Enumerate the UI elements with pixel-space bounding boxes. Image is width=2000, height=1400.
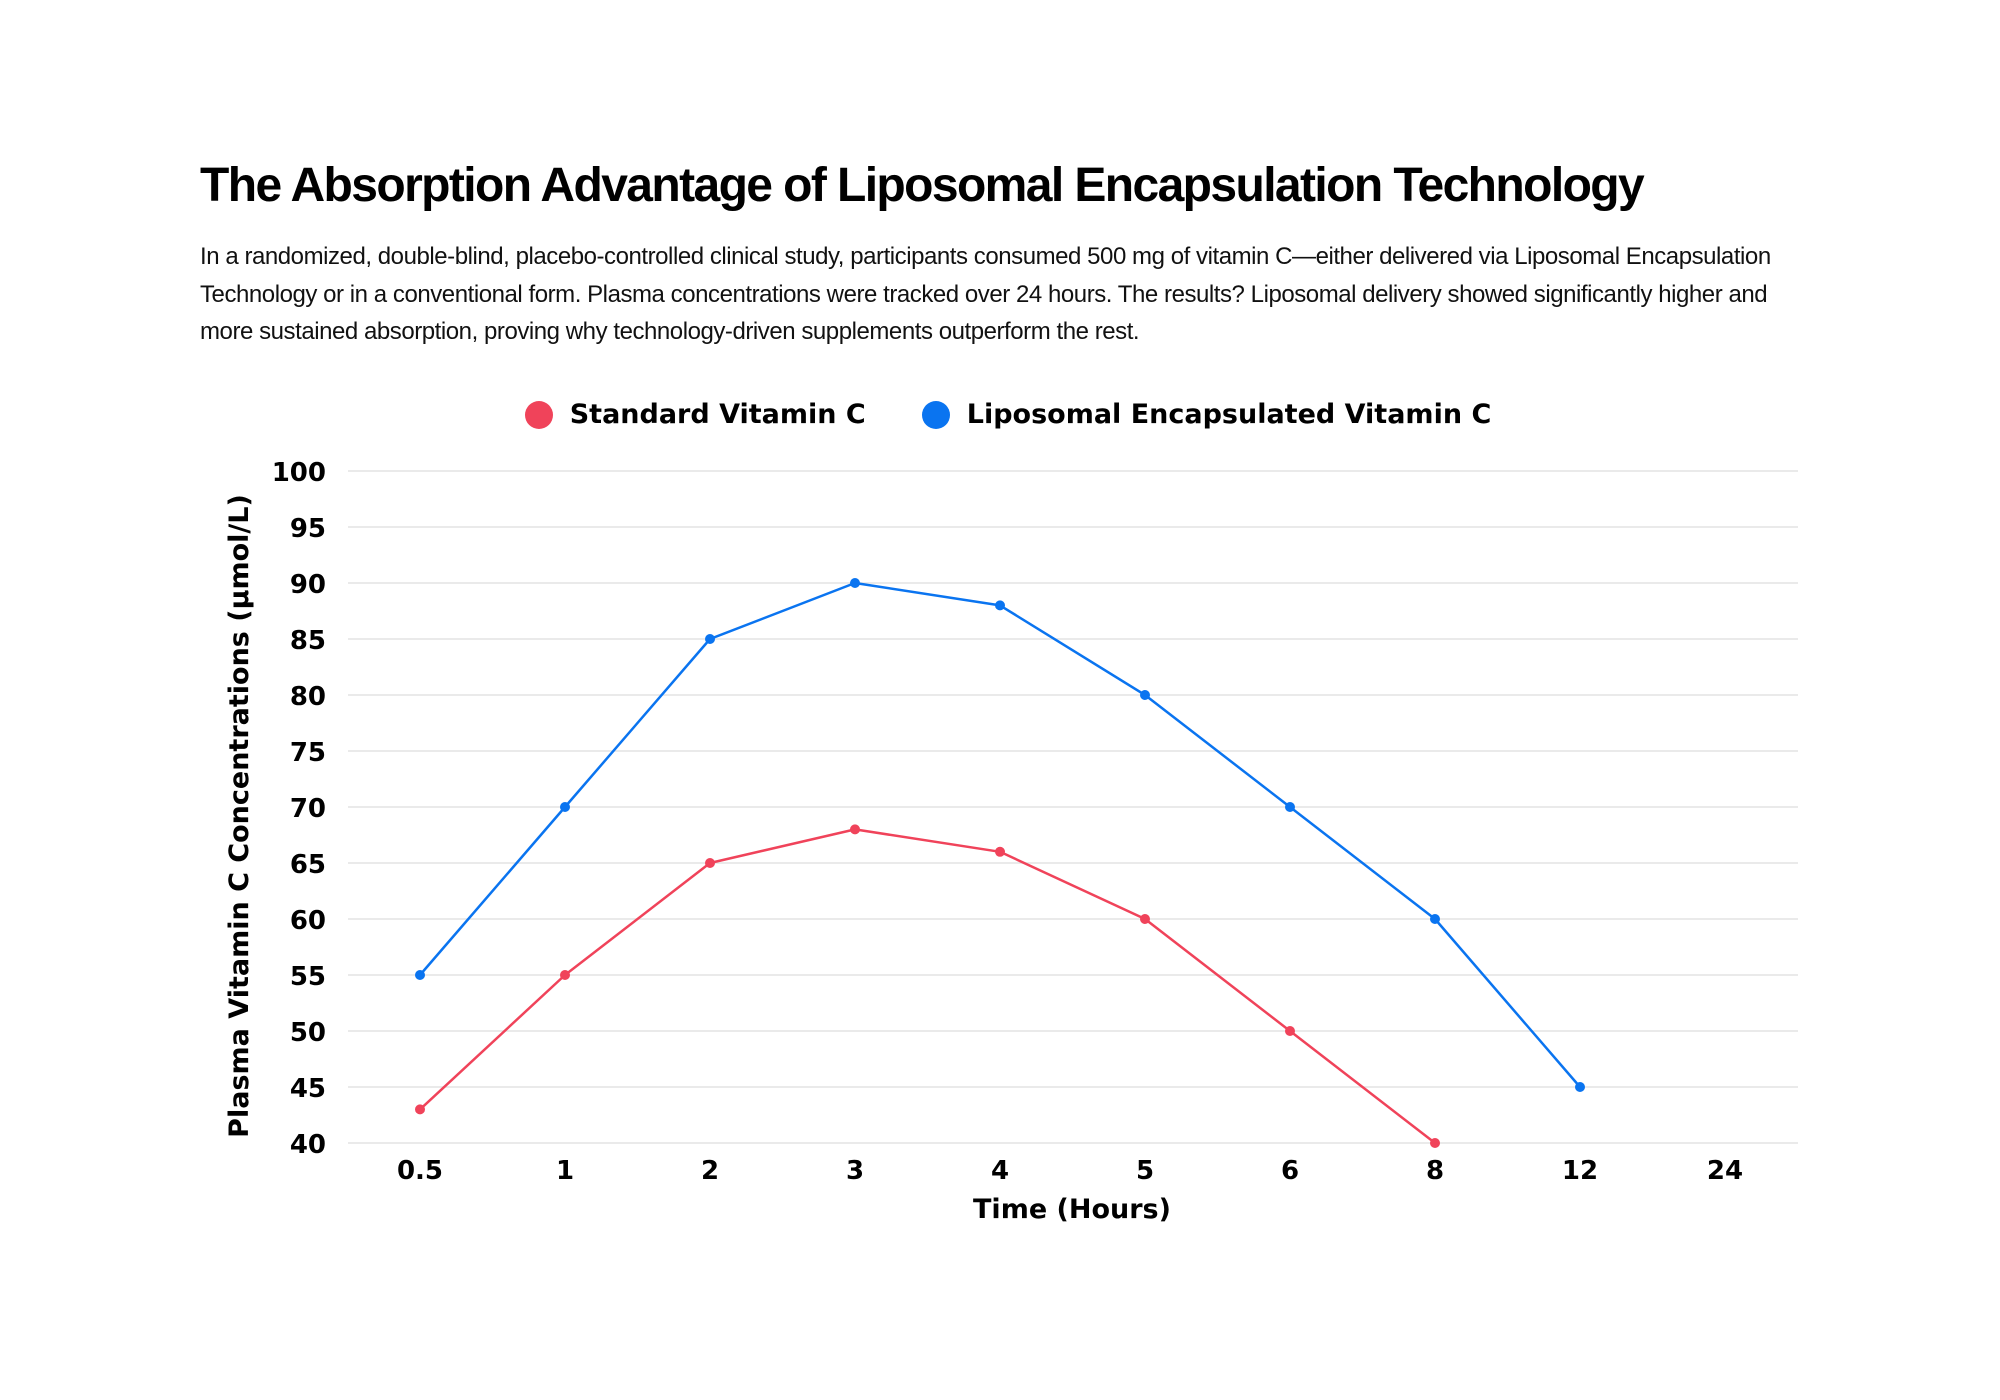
y-tick-label: 85	[290, 626, 326, 656]
legend-marker-liposomal	[921, 401, 950, 429]
x-tick-label: 6	[1281, 1156, 1299, 1186]
x-axis-ticks: 0.5 1 2 3 4 5 6 8 12 24	[397, 1156, 1743, 1186]
x-tick-label: 0.5	[397, 1156, 443, 1186]
grid-lines	[348, 470, 1798, 1144]
series-line	[418, 828, 1437, 1145]
data-point	[995, 846, 1005, 857]
legend-marker-standard	[524, 401, 553, 429]
series-standard	[415, 824, 1440, 1148]
data-point	[1140, 914, 1150, 924]
series-line	[418, 581, 1582, 1089]
data-point	[1285, 802, 1295, 812]
legend-item-liposomal: Liposomal Encapsulated Vitamin C	[921, 396, 1492, 434]
data-point	[415, 970, 425, 980]
chart-title: The Absorption Advantage of Liposomal En…	[200, 159, 1645, 212]
y-tick-label: 60	[290, 906, 326, 936]
data-point	[1575, 1082, 1585, 1092]
y-tick-label: 80	[290, 682, 326, 712]
y-axis-ticks: 40 45 50 55 60 65 70 75 80 85 90 95 100	[272, 458, 326, 1160]
x-tick-label: 4	[991, 1156, 1009, 1186]
series-liposomal	[415, 578, 1585, 1092]
chart-description: In a randomized, double-blind, placebo-c…	[200, 243, 1771, 345]
data-point	[415, 1104, 425, 1115]
data-point	[705, 634, 715, 644]
data-point	[1285, 1026, 1295, 1036]
legend-label-standard: Standard Vitamin C	[569, 399, 866, 430]
data-point	[850, 824, 860, 835]
legend-item-standard: Standard Vitamin C	[524, 396, 866, 434]
series-lines	[415, 578, 1585, 1148]
x-tick-label: 12	[1562, 1156, 1598, 1186]
y-tick-label: 100	[272, 458, 326, 488]
y-axis-title: Plasma Vitamin C Concentrations (µmol/L)	[224, 494, 255, 1138]
x-tick-label: 2	[701, 1156, 719, 1186]
data-point	[1430, 914, 1440, 924]
x-tick-label: 8	[1426, 1156, 1444, 1186]
y-tick-label: 40	[290, 1130, 326, 1160]
x-tick-label: 1	[556, 1156, 574, 1186]
x-tick-label: 24	[1707, 1156, 1743, 1186]
y-tick-label: 50	[290, 1018, 326, 1048]
data-point	[850, 578, 860, 588]
data-point	[995, 600, 1005, 611]
y-tick-label: 55	[290, 962, 326, 992]
legend-label-liposomal: Liposomal Encapsulated Vitamin C	[966, 399, 1492, 430]
data-point	[705, 858, 715, 868]
data-point	[1430, 1138, 1440, 1148]
data-point	[1140, 690, 1150, 700]
y-tick-label: 65	[290, 850, 326, 880]
chart-legend: Standard Vitamin C Liposomal Encapsulate…	[0, 396, 2000, 434]
data-point	[560, 970, 570, 980]
x-axis-title: Time (Hours)	[973, 1194, 1171, 1225]
y-tick-label: 90	[290, 570, 326, 600]
y-tick-label: 70	[290, 794, 326, 824]
y-tick-label: 75	[290, 738, 326, 768]
x-tick-label: 5	[1136, 1156, 1154, 1186]
data-point	[560, 802, 570, 812]
y-tick-label: 45	[290, 1074, 326, 1104]
x-tick-label: 3	[846, 1156, 864, 1186]
y-tick-label: 95	[290, 514, 326, 544]
